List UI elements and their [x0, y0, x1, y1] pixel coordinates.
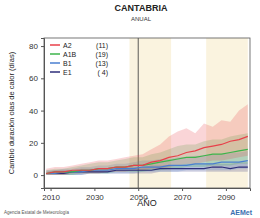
legend-swatch — [50, 44, 60, 46]
tick-label: 20 — [29, 139, 38, 148]
tick: 0 — [34, 171, 44, 180]
tick: 60 — [29, 74, 44, 83]
tick: 2090 — [217, 188, 235, 202]
legend-count: (13) — [96, 60, 108, 68]
subtitle: ANUAL — [131, 16, 152, 22]
legend-label: E1 — [63, 69, 72, 76]
legend-label: B1 — [63, 60, 72, 67]
chart: 20102030205020702090020406080CANTABRIAAN… — [0, 0, 260, 218]
source: Agencia Estatal de Meteorología — [4, 210, 70, 215]
tick-mark — [94, 188, 95, 191]
tick-mark — [41, 111, 44, 112]
legend-label: A2 — [63, 42, 72, 49]
plot-area — [46, 38, 248, 188]
tick-label: 0 — [34, 171, 39, 180]
tick-mark — [51, 188, 52, 191]
y-axis-title: Cambio duración olas de calor (días) — [7, 51, 16, 174]
tick: 2030 — [86, 188, 104, 202]
tick-mark — [226, 188, 227, 191]
legend-swatch — [50, 62, 60, 64]
legend: A2 (11) A1B (19) B1 (13) E1 ( 4) — [50, 42, 108, 77]
tick-mark — [41, 175, 44, 176]
legend-swatch — [50, 53, 60, 55]
tick-mark — [41, 143, 44, 144]
axis-line — [41, 39, 45, 189]
legend-count: (11) — [96, 42, 108, 50]
tick: 40 — [29, 107, 44, 116]
tick: 2010 — [42, 188, 60, 202]
tick: 2070 — [174, 188, 192, 202]
legend-label: A1B — [63, 51, 77, 58]
tick-label: 2010 — [42, 193, 60, 202]
tick-label: 2070 — [174, 193, 192, 202]
tick-label: 2090 — [217, 193, 235, 202]
tick-label: 80 — [29, 42, 38, 51]
tick-mark — [41, 46, 44, 47]
range-band — [46, 104, 248, 175]
tick-label: 40 — [29, 107, 38, 116]
y-axis: 0 20 40 60 80 — [29, 39, 44, 189]
tick-mark — [41, 78, 44, 79]
logo: AEMet — [230, 209, 252, 216]
tick: 80 — [29, 42, 44, 51]
plot-frame — [44, 38, 250, 188]
legend-count: (19) — [96, 51, 108, 59]
series-line — [46, 136, 248, 173]
tick-label: 60 — [29, 74, 38, 83]
legend-swatch — [50, 71, 60, 73]
tick: 20 — [29, 139, 44, 148]
x-axis-title: AÑO — [137, 198, 157, 208]
axis-line — [45, 189, 251, 192]
tick-label: 2030 — [86, 193, 104, 202]
tick-mark — [138, 188, 139, 191]
tick-mark — [182, 188, 183, 191]
title: CANTABRIA — [115, 3, 168, 13]
legend-count: ( 4) — [98, 69, 109, 77]
